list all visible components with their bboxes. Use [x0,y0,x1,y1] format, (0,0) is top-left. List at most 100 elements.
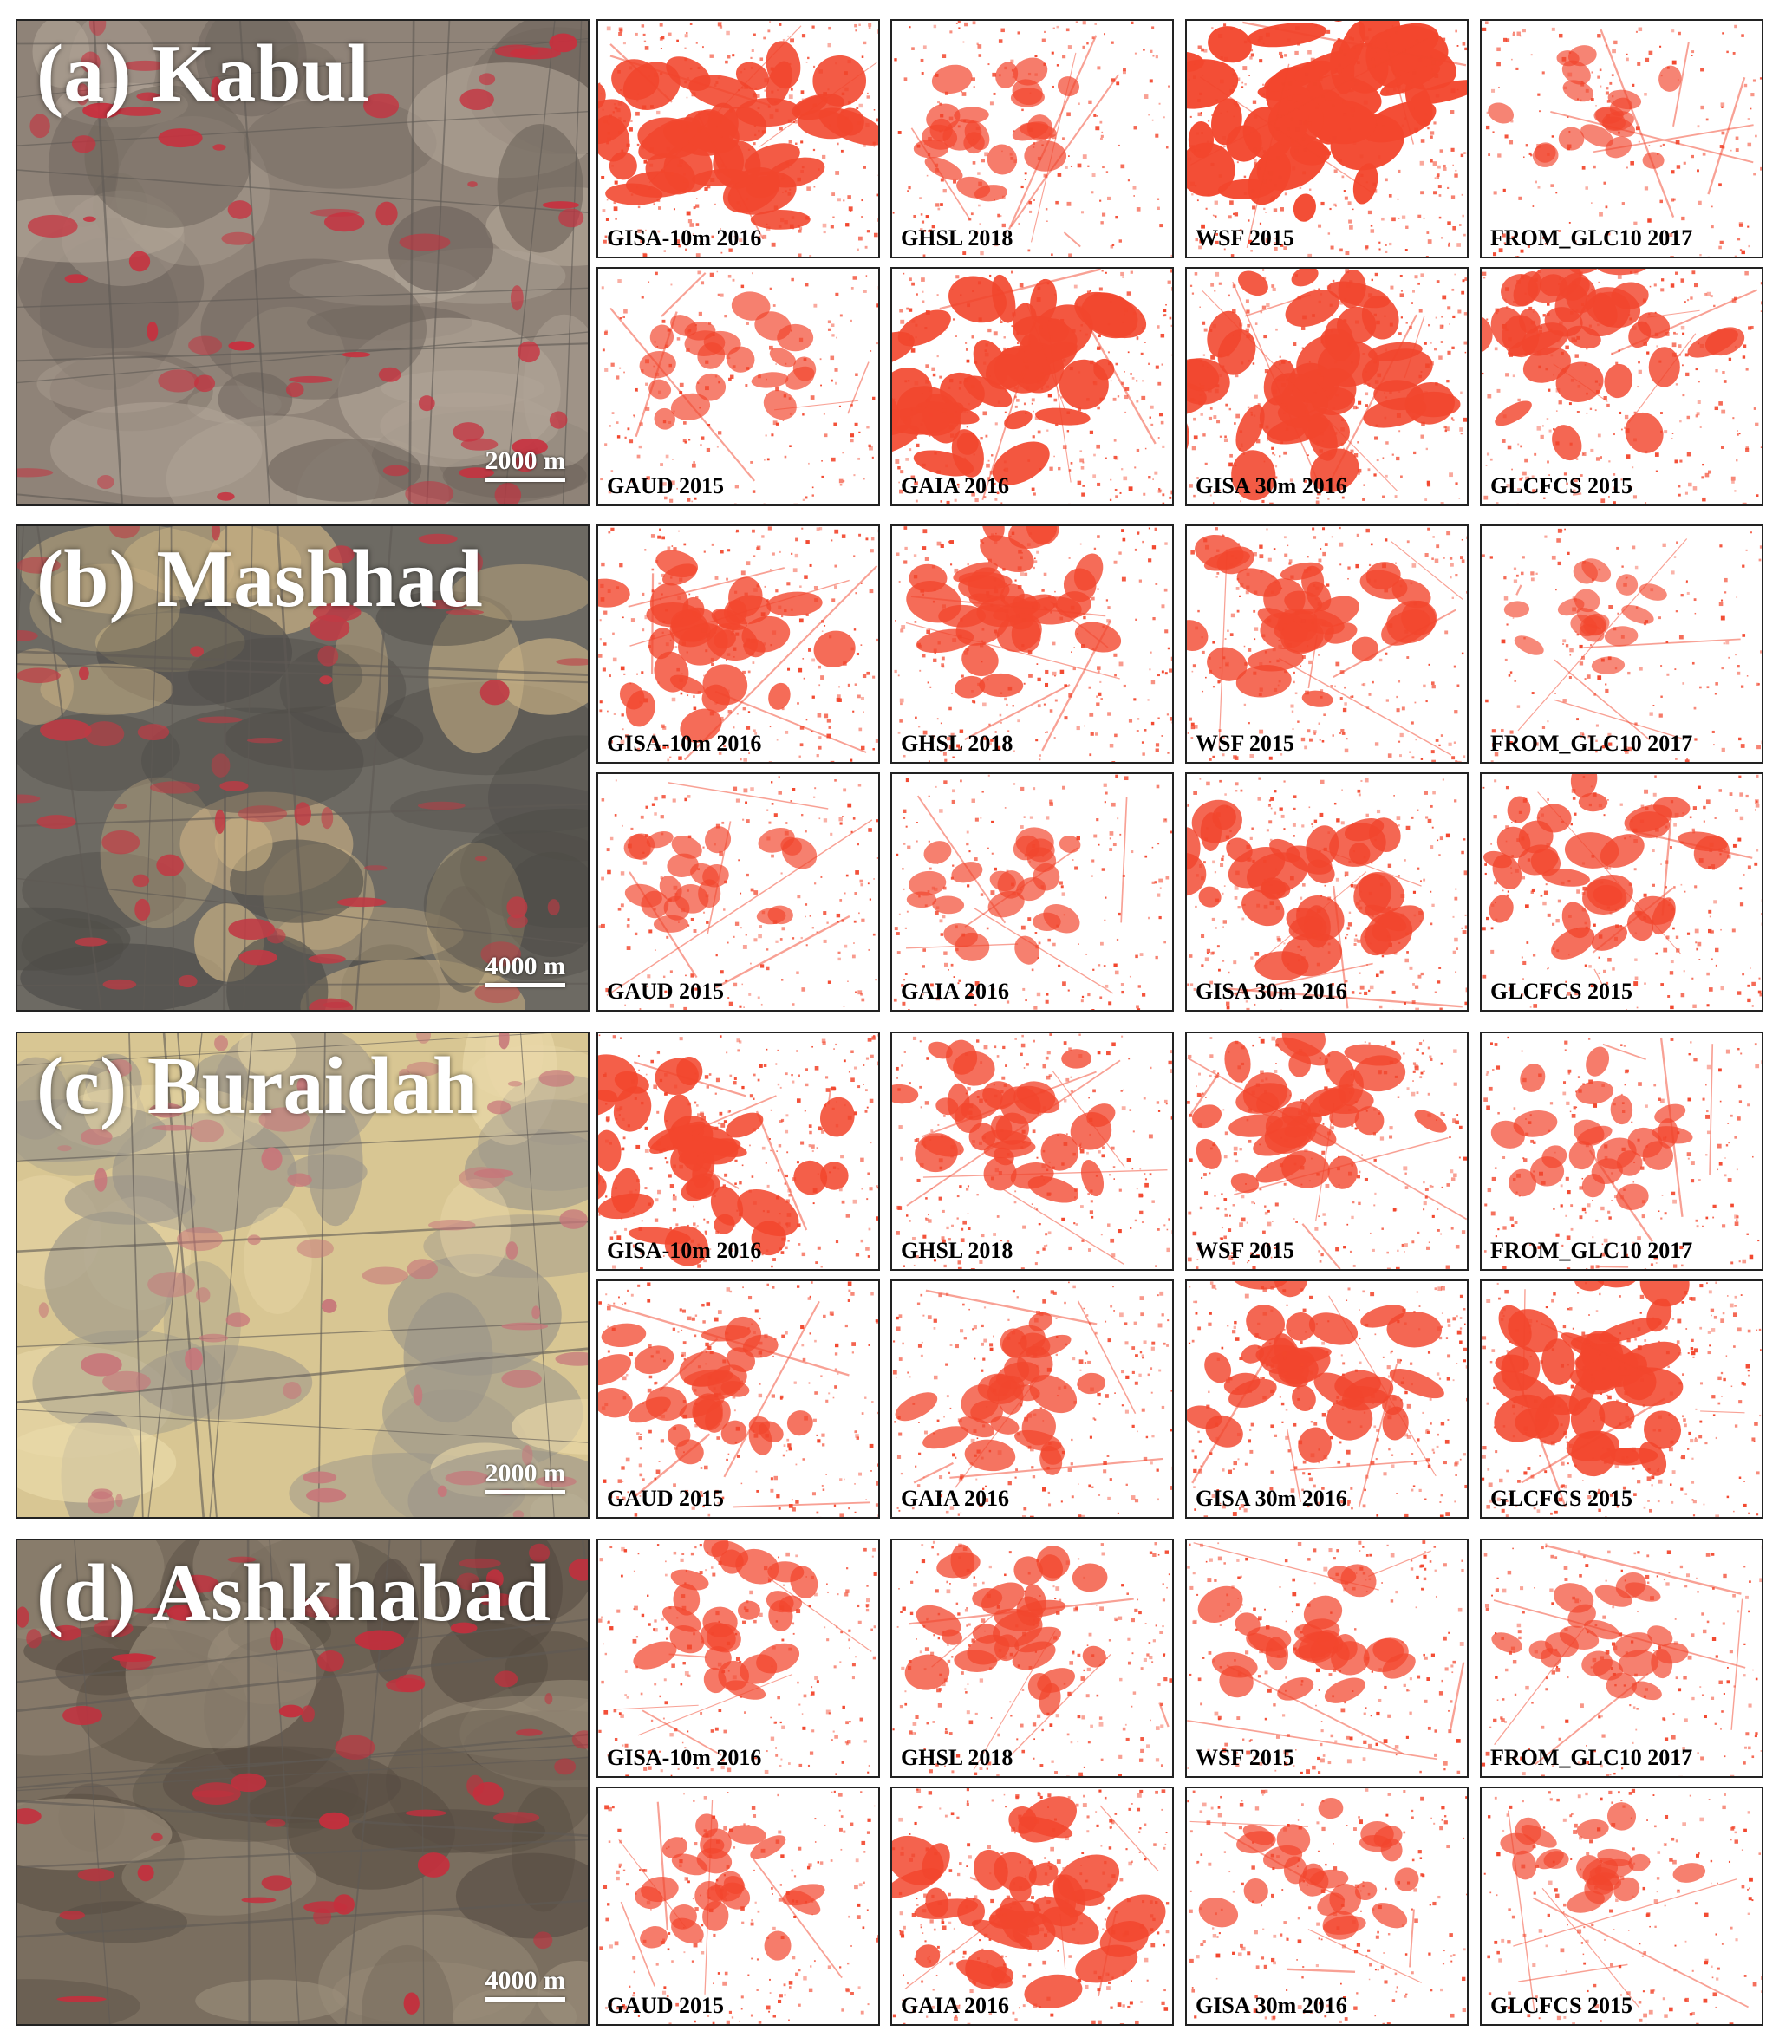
built-up-pixel [1225,403,1228,407]
built-up-pixel [1000,502,1003,504]
product-label: GAUD 2015 [607,979,725,1004]
built-up-area [892,367,933,417]
built-up-road [910,127,972,221]
built-up-pixel [926,399,930,403]
built-up-pixel [680,692,683,695]
built-up-pixel [1295,156,1300,160]
built-up-pixel [1557,899,1561,903]
built-up-pixel [1089,753,1092,757]
built-up-pixel [1235,104,1240,107]
vegetation-patch [185,1347,203,1371]
built-up-pixel [1413,602,1417,606]
built-up-pixel [926,629,931,635]
built-up-pixel [1220,680,1222,682]
built-up-road [628,567,785,608]
terrain-patch [375,590,512,646]
built-up-pixel [766,809,769,811]
built-up-pixel [1643,915,1645,918]
vegetation-patch [128,251,151,272]
built-up-pixel [1570,311,1574,315]
built-up-pixel [1740,685,1744,688]
built-up-pixel [1356,533,1359,537]
built-up-area [653,915,688,933]
built-up-pixel [1561,368,1567,373]
built-up-pixel [1374,272,1378,277]
built-up-pixel [727,653,731,656]
built-up-pixel [1080,324,1083,327]
built-up-pixel [1402,88,1407,94]
built-up-pixel [1364,778,1369,783]
built-up-pixel [1257,403,1261,407]
built-up-pixel [1266,171,1269,174]
built-up-pixel [782,420,785,421]
built-up-pixel [1216,420,1221,424]
built-up-area [1595,269,1650,276]
built-up-pixel [1332,279,1335,283]
built-up-area [680,708,722,743]
built-up-pixel [1118,912,1121,916]
built-up-pixel [1751,981,1756,986]
built-up-pixel [1417,809,1419,811]
built-up-pixel [1271,575,1274,578]
built-up-pixel [687,219,693,224]
built-up-pixel [951,799,955,804]
built-up-pixel [1684,353,1689,357]
built-up-pixel [863,41,867,45]
built-up-pixel [1374,355,1378,360]
built-up-pixel [693,706,697,711]
built-up-pixel [1280,587,1283,589]
built-up-pixel [1103,965,1106,967]
built-up-pixel [852,817,856,820]
built-up-pixel [1049,799,1053,804]
built-up-pixel [1122,70,1126,75]
built-up-pixel [1503,576,1507,580]
built-up-road [1189,37,1429,166]
built-up-pixel [1570,378,1574,382]
built-up-pixel [714,83,717,88]
built-up-pixel [1363,100,1368,105]
built-up-pixel [1509,140,1514,145]
built-up-pixel [873,145,876,147]
built-up-pixel [1084,725,1085,727]
built-up-pixel [1215,99,1218,102]
built-up-pixel [1750,967,1751,969]
built-up-pixel [933,658,937,662]
built-up-pixel [1300,41,1303,42]
built-up-pixel [1645,806,1649,810]
built-up-pixel [1098,692,1102,696]
built-up-pixel [1431,826,1434,829]
built-up-pixel [918,644,922,649]
built-up-pixel [654,73,659,78]
built-up-pixel [1702,497,1706,502]
built-up-pixel [1374,838,1377,842]
built-up-pixel [1122,276,1124,278]
built-up-pixel [1643,342,1648,346]
built-up-pixel [805,540,810,544]
impervious-surface-map [1187,526,1467,762]
built-up-area [923,841,952,864]
built-up-pixel [1530,890,1535,894]
built-up-pixel [860,883,863,887]
built-up-pixel [1700,68,1704,72]
built-up-pixel [1624,426,1626,429]
built-up-pixel [1101,868,1105,871]
built-up-pixel [1274,242,1276,244]
built-up-pixel [716,701,719,704]
built-up-pixel [1269,901,1274,906]
built-up-pixel [1567,147,1570,151]
built-up-area [1043,903,1080,934]
built-up-pixel [1203,861,1206,864]
road-line [209,1033,253,1517]
built-up-pixel [1488,153,1491,157]
built-up-pixel [1699,343,1704,348]
built-up-pixel [1063,914,1065,916]
built-up-pixel [1718,245,1722,250]
built-up-pixel [1694,928,1699,934]
built-up-pixel [1420,880,1422,882]
built-up-pixel [1264,650,1267,654]
built-up-pixel [683,1006,687,1010]
built-up-pixel [1033,142,1035,145]
built-up-pixel [784,609,787,613]
built-up-pixel [642,851,645,855]
built-up-pixel [828,102,831,106]
